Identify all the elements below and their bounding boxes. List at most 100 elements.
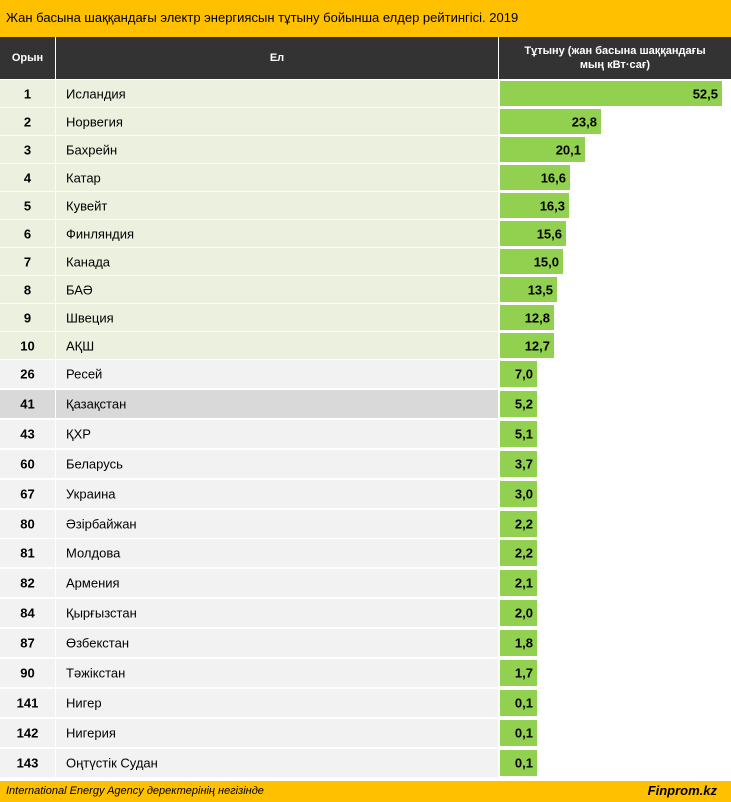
bar: 2,2 — [500, 540, 537, 567]
rank-label: 3 — [23, 142, 32, 157]
brand-logo-text: Finprom.kz — [647, 783, 717, 798]
country-label: Қырғызстан — [66, 605, 137, 621]
country-label: Швеция — [66, 310, 114, 325]
rank-label: 4 — [23, 170, 32, 185]
rank-cell: 82 — [0, 569, 55, 598]
country-cell: Швеция — [56, 304, 498, 331]
bar: 52,5 — [500, 81, 722, 106]
bar: 2,1 — [500, 570, 537, 597]
data-label: 2,1 — [514, 575, 533, 591]
value-cell: 3,7 — [499, 449, 731, 478]
country-label: Финляндия — [66, 226, 135, 241]
value-cell: 20,1 — [499, 136, 731, 163]
value-cell: 12,7 — [499, 332, 731, 359]
table-row: 141 Нигер 0,1 — [0, 688, 731, 717]
rank-cell: 81 — [0, 539, 55, 568]
country-cell: Украина — [56, 479, 498, 508]
bar: 1,8 — [500, 630, 537, 657]
table-row: 10 АҚШ 12,7 — [0, 332, 731, 359]
data-label: 2,2 — [514, 516, 533, 531]
bar: 3,0 — [500, 480, 537, 507]
country-label: БАӘ — [66, 282, 93, 297]
country-cell: Канада — [56, 248, 498, 275]
rank-cell: 80 — [0, 509, 55, 538]
table-row: 5 Кувейт 16,3 — [0, 192, 731, 219]
rank-cell: 84 — [0, 599, 55, 628]
rank-cell: 90 — [0, 659, 55, 687]
rank-label: 143 — [16, 755, 39, 771]
rank-cell: 43 — [0, 419, 55, 448]
country-cell: Норвегия — [56, 108, 498, 135]
country-label: Исландия — [66, 86, 126, 101]
table-row: 143 Оңтүстік Судан 0,1 — [0, 748, 731, 777]
data-label: 16,6 — [540, 170, 566, 185]
table-row: 60 Беларусь 3,7 — [0, 449, 731, 478]
country-cell: Беларусь — [56, 449, 498, 478]
data-label: 7,0 — [514, 366, 533, 382]
country-label: Әзірбайжан — [66, 516, 137, 531]
data-label: 12,7 — [524, 338, 550, 353]
rank-label: 82 — [20, 575, 35, 591]
footer: International Energy Agency деректерінің… — [0, 781, 731, 802]
value-cell: 5,2 — [499, 389, 731, 418]
title-bar: Жан басына шаққандағы электр энергиясын … — [0, 0, 731, 37]
value-cell: 7,0 — [499, 360, 731, 388]
data-label: 20,1 — [555, 142, 581, 157]
table-row: 7 Канада 15,0 — [0, 248, 731, 275]
rank-label: 5 — [23, 198, 32, 213]
country-cell: Өзбекстан — [56, 629, 498, 658]
value-cell: 12,8 — [499, 304, 731, 331]
country-label: Нигер — [66, 695, 102, 711]
table-row: 84 Қырғызстан 2,0 — [0, 599, 731, 628]
data-label: 52,5 — [692, 86, 718, 101]
rank-cell: 2 — [0, 108, 55, 135]
rank-cell: 7 — [0, 248, 55, 275]
table-row: 142 Нигерия 0,1 — [0, 718, 731, 747]
country-cell: Әзірбайжан — [56, 509, 498, 538]
country-cell: АҚШ — [56, 332, 498, 359]
country-label: АҚШ — [66, 338, 95, 353]
value-cell: 1,7 — [499, 659, 731, 687]
bar: 0,1 — [500, 749, 537, 776]
rank-label: 84 — [20, 605, 35, 621]
rank-cell: 6 — [0, 220, 55, 247]
value-cell: 5,1 — [499, 419, 731, 448]
value-cell: 3,0 — [499, 479, 731, 508]
rank-label: 87 — [20, 635, 35, 651]
bar: 2,2 — [500, 510, 537, 537]
rank-label: 2 — [23, 114, 32, 129]
table-row: 41 Қазақстан 5,2 — [0, 389, 731, 418]
rank-cell: 5 — [0, 192, 55, 219]
table-row: 87 Өзбекстан 1,8 — [0, 629, 731, 658]
table-row: 82 Армения 2,1 — [0, 569, 731, 598]
country-label: Тәжікстан — [66, 665, 126, 681]
rank-cell: 143 — [0, 748, 55, 777]
header-value: Тұтыну (жан басына шаққандағы мың кВт·са… — [499, 37, 731, 79]
table-row: 6 Финляндия 15,6 — [0, 220, 731, 247]
bar: 13,5 — [500, 277, 557, 302]
rank-label: 8 — [23, 282, 32, 297]
rank-cell: 41 — [0, 389, 55, 418]
data-label: 0,1 — [514, 725, 533, 741]
rank-label: 7 — [23, 254, 32, 269]
country-label: ҚХР — [66, 426, 91, 442]
country-label: Өзбекстан — [66, 635, 130, 651]
rank-cell: 8 — [0, 276, 55, 303]
rank-label: 10 — [20, 338, 35, 353]
data-label: 0,1 — [514, 695, 533, 711]
bar: 5,1 — [500, 420, 537, 447]
rank-label: 43 — [20, 426, 35, 442]
rank-label: 81 — [20, 545, 35, 561]
table-row: 43 ҚХР 5,1 — [0, 419, 731, 448]
country-cell: Нигер — [56, 688, 498, 717]
country-cell: ҚХР — [56, 419, 498, 448]
country-cell: Исландия — [56, 80, 498, 107]
table-row: 1 Исландия 52,5 — [0, 80, 731, 107]
value-cell: 0,1 — [499, 688, 731, 717]
data-label: 0,1 — [514, 755, 533, 771]
country-label: Беларусь — [66, 456, 123, 472]
table-row: 3 Бахрейн 20,1 — [0, 136, 731, 163]
value-cell: 0,1 — [499, 718, 731, 747]
rank-label: 141 — [16, 695, 39, 711]
